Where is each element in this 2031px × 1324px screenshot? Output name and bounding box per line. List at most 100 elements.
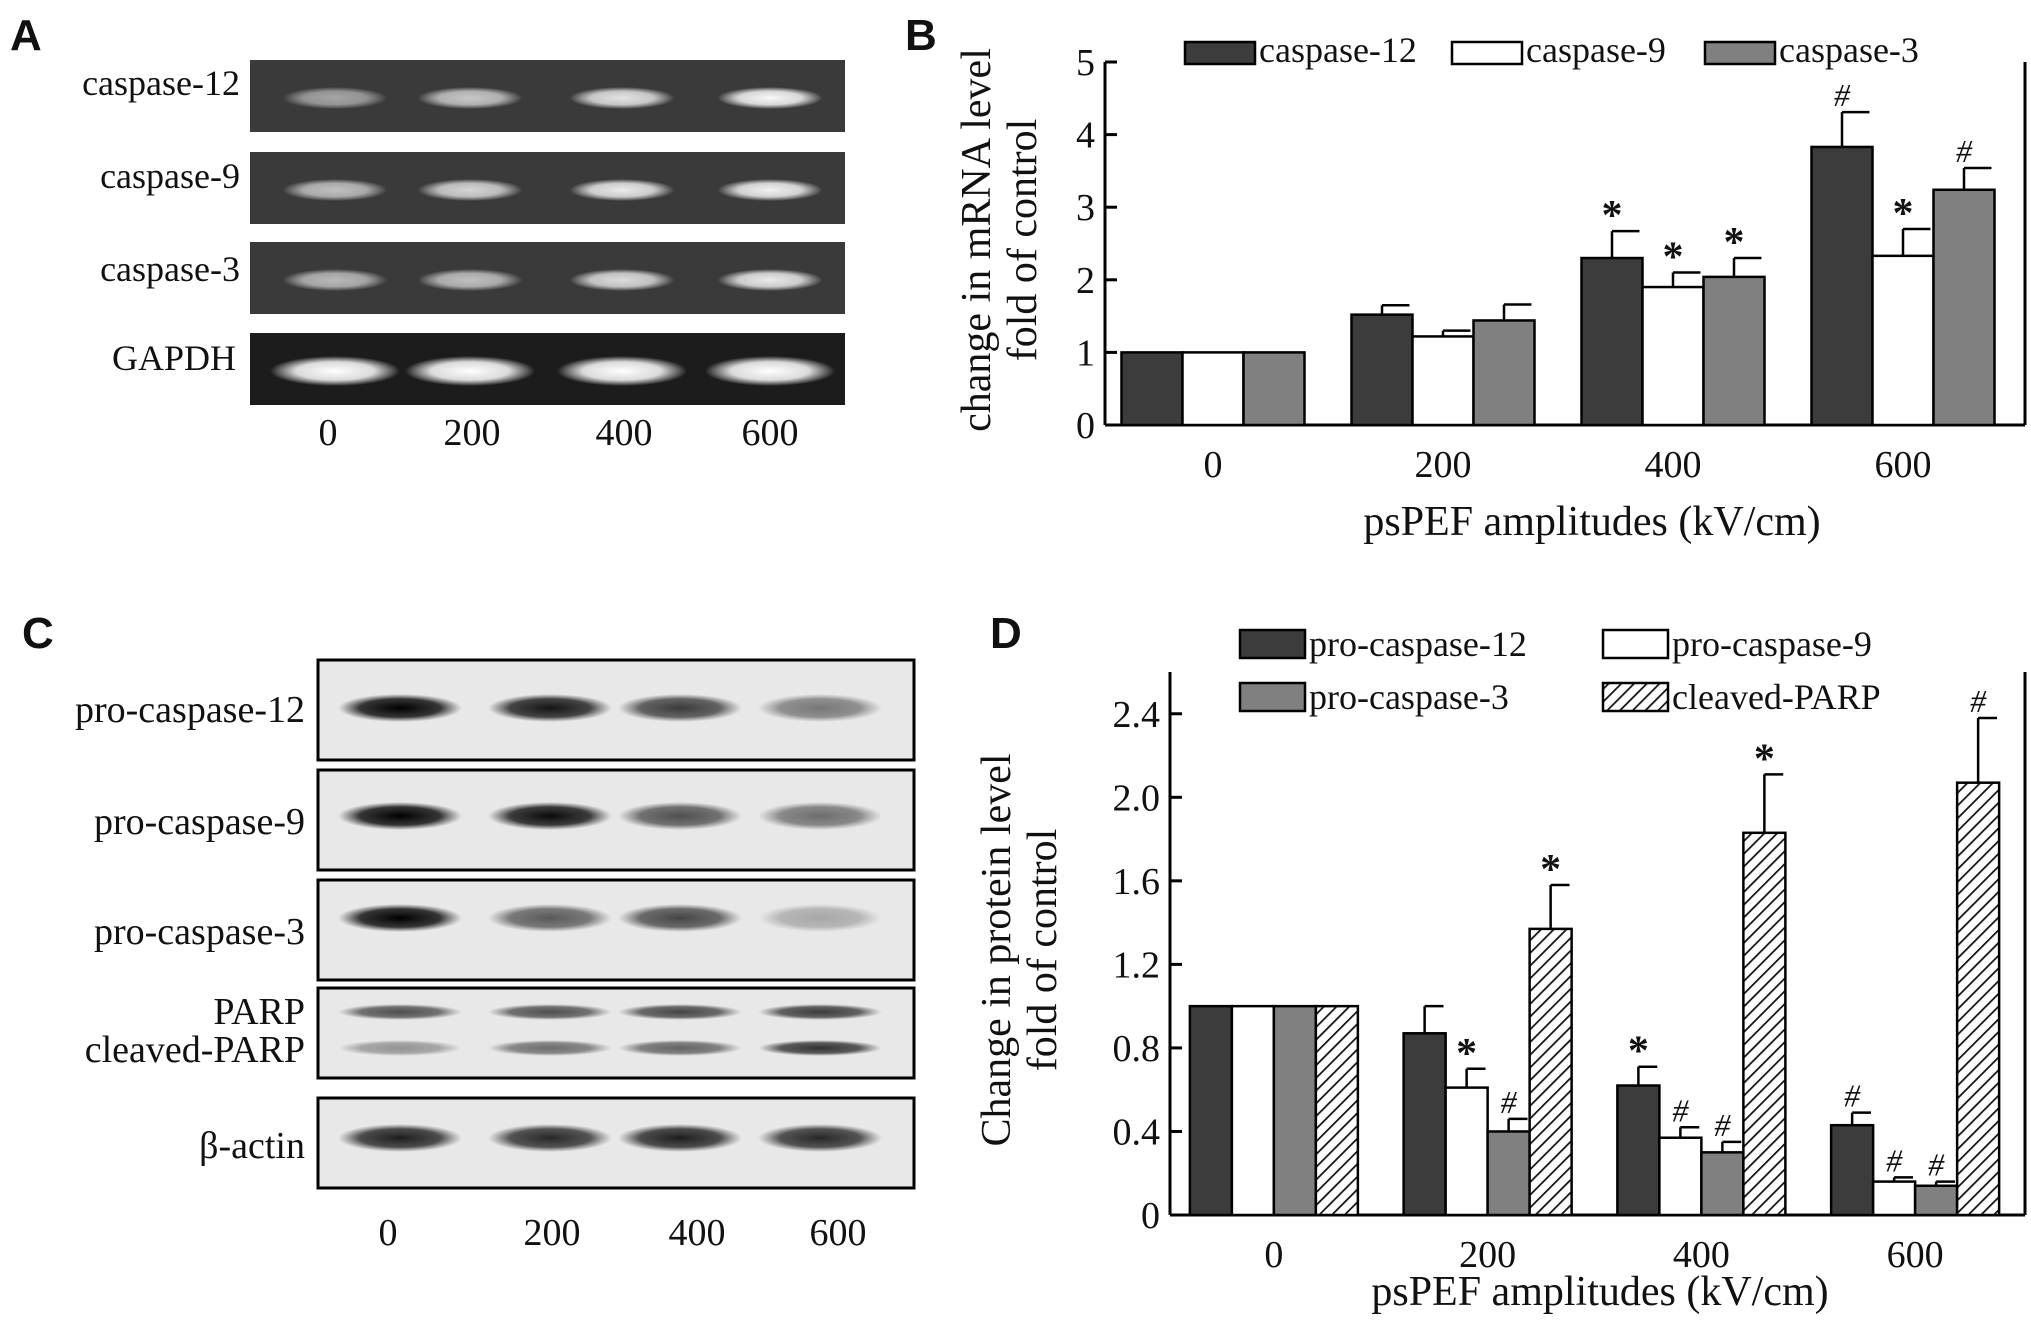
bar	[1230, 1004, 1276, 1217]
y-axis-title-line2: fold of control	[1020, 829, 1066, 1072]
gel-band	[569, 179, 675, 201]
y-tick-label: 0.8	[1113, 1028, 1161, 1070]
legend-swatch	[1601, 681, 1670, 713]
bar	[1641, 285, 1705, 427]
y-axis-title-line1: change in mRNA level	[954, 48, 1000, 432]
legend-label: caspase-9	[1526, 30, 1666, 70]
x-tick-label: 0	[1264, 1234, 1283, 1276]
gel-band	[569, 269, 675, 291]
significance-mark: #	[1956, 133, 1973, 169]
legend-swatch	[1703, 40, 1777, 66]
legend-swatch	[1450, 40, 1524, 66]
y-axis-title-line1: Change in protein level	[974, 753, 1020, 1146]
bar	[1580, 256, 1644, 427]
y-tick-label: 4	[1076, 115, 1095, 157]
blot-row-label: cleaved-PARP	[85, 1029, 305, 1071]
blot-band	[338, 694, 462, 722]
y-tick-label: 0.4	[1113, 1111, 1161, 1153]
gel-lane-label: 400	[596, 412, 653, 454]
significance-mark: #	[1834, 77, 1851, 113]
bar	[1444, 1086, 1489, 1217]
bar	[1955, 781, 2001, 1217]
y-axis-title: change in mRNA level fold of control	[954, 48, 1046, 432]
y-tick-label: 2.4	[1113, 694, 1161, 736]
blot-band	[338, 1124, 462, 1152]
legend-swatch	[1601, 628, 1670, 660]
gel-band	[717, 269, 823, 291]
bar	[1700, 1151, 1745, 1217]
chart-d: 0 0.4 0.8 1.2 1.6 2.0 2.4 0 200 * # * 400 * # # * 600 # # # #…	[974, 624, 2027, 1315]
x-axis-title: psPEF amplitudes (kV/cm)	[1363, 499, 1820, 545]
blot-band	[488, 1004, 612, 1020]
legend-label: caspase-12	[1259, 30, 1417, 70]
x-tick-label: 0	[1204, 444, 1223, 486]
blot-band	[618, 904, 742, 932]
blot-band	[618, 802, 742, 830]
significance-mark: *	[1724, 220, 1745, 266]
significance-mark: #	[1844, 1078, 1861, 1114]
legend-label: pro-caspase-9	[1672, 624, 1872, 664]
blot-band	[758, 1124, 882, 1152]
x-axis-title: psPEF amplitudes (kV/cm)	[1371, 1269, 1828, 1315]
bar	[1314, 1004, 1360, 1217]
bar	[1242, 351, 1306, 427]
gel-lane-label: 600	[742, 412, 799, 454]
gel-lane-label: 0	[319, 412, 338, 454]
gel-lane-label: 200	[444, 412, 501, 454]
blot-lane-label: 200	[524, 1212, 581, 1254]
gel-row-label: GAPDH	[112, 338, 236, 378]
gel-band	[270, 356, 400, 386]
y-axis-title-line2: fold of control	[1000, 119, 1046, 362]
x-tick-label: 600	[1887, 1234, 1944, 1276]
significance-mark: *	[1628, 1029, 1649, 1075]
significance-mark: *	[1456, 1031, 1477, 1077]
bar	[1829, 1123, 1875, 1217]
bar	[1486, 1130, 1531, 1217]
panel-label-b: B	[905, 11, 937, 60]
significance-mark: #	[1886, 1142, 1903, 1178]
significance-mark: #	[1970, 683, 1987, 719]
blot-band	[338, 802, 462, 830]
gel-band	[417, 269, 523, 291]
blot-band	[488, 1124, 612, 1152]
blot-lane-label: 600	[810, 1212, 867, 1254]
blot-band	[338, 1004, 462, 1020]
blot-image-c: pro-caspase-12 pro-caspase-9 pro-caspase-3…	[75, 658, 916, 1254]
blot-band	[758, 694, 882, 722]
legend-label: caspase-3	[1779, 30, 1919, 70]
significance-mark: *	[1663, 235, 1684, 281]
gel-band	[417, 179, 523, 201]
y-tick-label: 2	[1076, 260, 1095, 302]
blot-band	[488, 904, 612, 932]
bar	[1658, 1136, 1703, 1217]
y-tick-label: 0	[1141, 1195, 1160, 1237]
blot-band	[618, 1124, 742, 1152]
chart-b: 0 1 2 3 4 5 0 200 400 * * * 600 # * # psPEF amplitudes (…	[954, 30, 2027, 545]
blot-band	[758, 904, 882, 932]
bar	[1411, 335, 1475, 427]
significance-mark: #	[1672, 1092, 1689, 1128]
y-tick-label: 5	[1076, 42, 1095, 84]
y-tick-label: 3	[1076, 187, 1095, 229]
legend-label: cleaved-PARP	[1672, 677, 1881, 717]
blot-lane-label: 400	[669, 1212, 726, 1254]
blot-band	[758, 1004, 882, 1020]
bar	[1810, 145, 1874, 427]
significance-mark: #	[1928, 1147, 1945, 1183]
bar	[1402, 1032, 1447, 1217]
bar	[1120, 351, 1184, 427]
bar	[1742, 831, 1787, 1217]
legend-label: pro-caspase-12	[1309, 624, 1527, 664]
x-tick-label: 400	[1673, 1234, 1730, 1276]
bar	[1188, 1004, 1234, 1217]
blot-row-label: PARP	[213, 991, 305, 1033]
panel-label-c: C	[22, 609, 54, 658]
y-tick-label: 2.0	[1113, 777, 1161, 819]
bar	[1472, 319, 1536, 427]
gel-row-label: caspase-3	[100, 249, 240, 289]
blot-band	[618, 694, 742, 722]
significance-mark: *	[1893, 191, 1914, 237]
bar	[1616, 1084, 1661, 1217]
blot-box	[316, 986, 916, 1080]
